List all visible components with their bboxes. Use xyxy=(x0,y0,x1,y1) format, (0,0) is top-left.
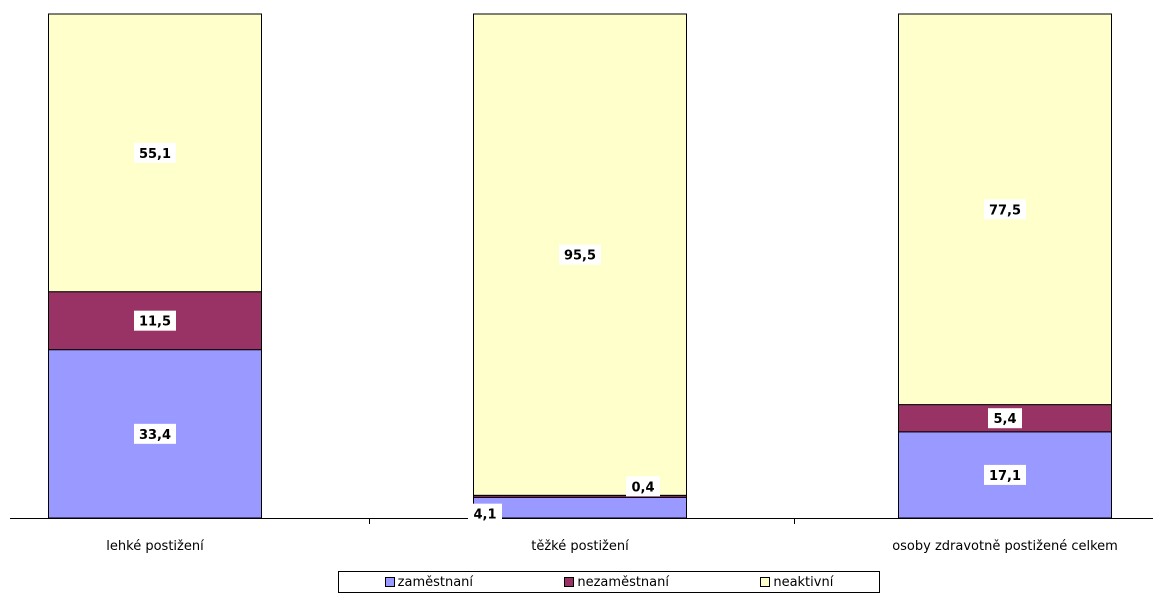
stacked-bar-chart: 33,4 11,5 55,1 4,1 0,4 95,5 17,1 5,4 77,5 lehké … xyxy=(10,13,1153,554)
legend-item: neaktivní xyxy=(760,575,833,590)
data-label: 95,5 xyxy=(564,249,596,264)
bar-segment-zamestnani xyxy=(473,496,687,519)
data-label: 5,4 xyxy=(993,412,1016,427)
data-label: 4,1 xyxy=(473,508,496,523)
data-label-background xyxy=(984,464,1026,485)
legend-item: nezaměstnaní xyxy=(564,575,669,590)
data-label-background xyxy=(559,244,601,265)
data-label-background xyxy=(134,142,176,163)
data-label: 17,1 xyxy=(989,469,1021,484)
data-label-background xyxy=(134,423,176,444)
legend-label: neaktivní xyxy=(773,574,834,590)
legend: zaměstnaní nezaměstnaní neaktivní xyxy=(338,571,880,593)
data-label: 77,5 xyxy=(989,203,1021,218)
data-label-background xyxy=(626,476,660,497)
data-label-background xyxy=(468,503,502,524)
data-label-background xyxy=(988,408,1022,429)
legend-item: zaměstnaní xyxy=(384,574,474,590)
legend-swatch-zamestnani xyxy=(384,577,395,587)
data-label-background xyxy=(134,310,176,331)
category-label: osoby zdravotně postižené celkem xyxy=(892,539,1118,554)
legend-swatch-neaktivni xyxy=(760,577,771,587)
data-label: 55,1 xyxy=(139,147,171,162)
data-label: 0,4 xyxy=(631,480,654,495)
category-labels-group: lehké postižení těžké postižení osoby zd… xyxy=(106,539,1118,554)
legend-label: nezaměstnaní xyxy=(577,574,669,590)
data-label-background xyxy=(984,199,1026,220)
data-labels-group: 33,4 11,5 55,1 4,1 0,4 95,5 17,1 5,4 77,5 xyxy=(134,142,1026,524)
category-label: těžké postižení xyxy=(531,539,629,554)
bars-group xyxy=(48,13,1112,519)
legend-swatch-nezamestnani xyxy=(564,577,575,587)
data-label: 11,5 xyxy=(139,315,171,330)
legend-label: zaměstnaní xyxy=(397,574,474,590)
data-label: 33,4 xyxy=(139,428,171,443)
category-label: lehké postižení xyxy=(106,539,204,554)
